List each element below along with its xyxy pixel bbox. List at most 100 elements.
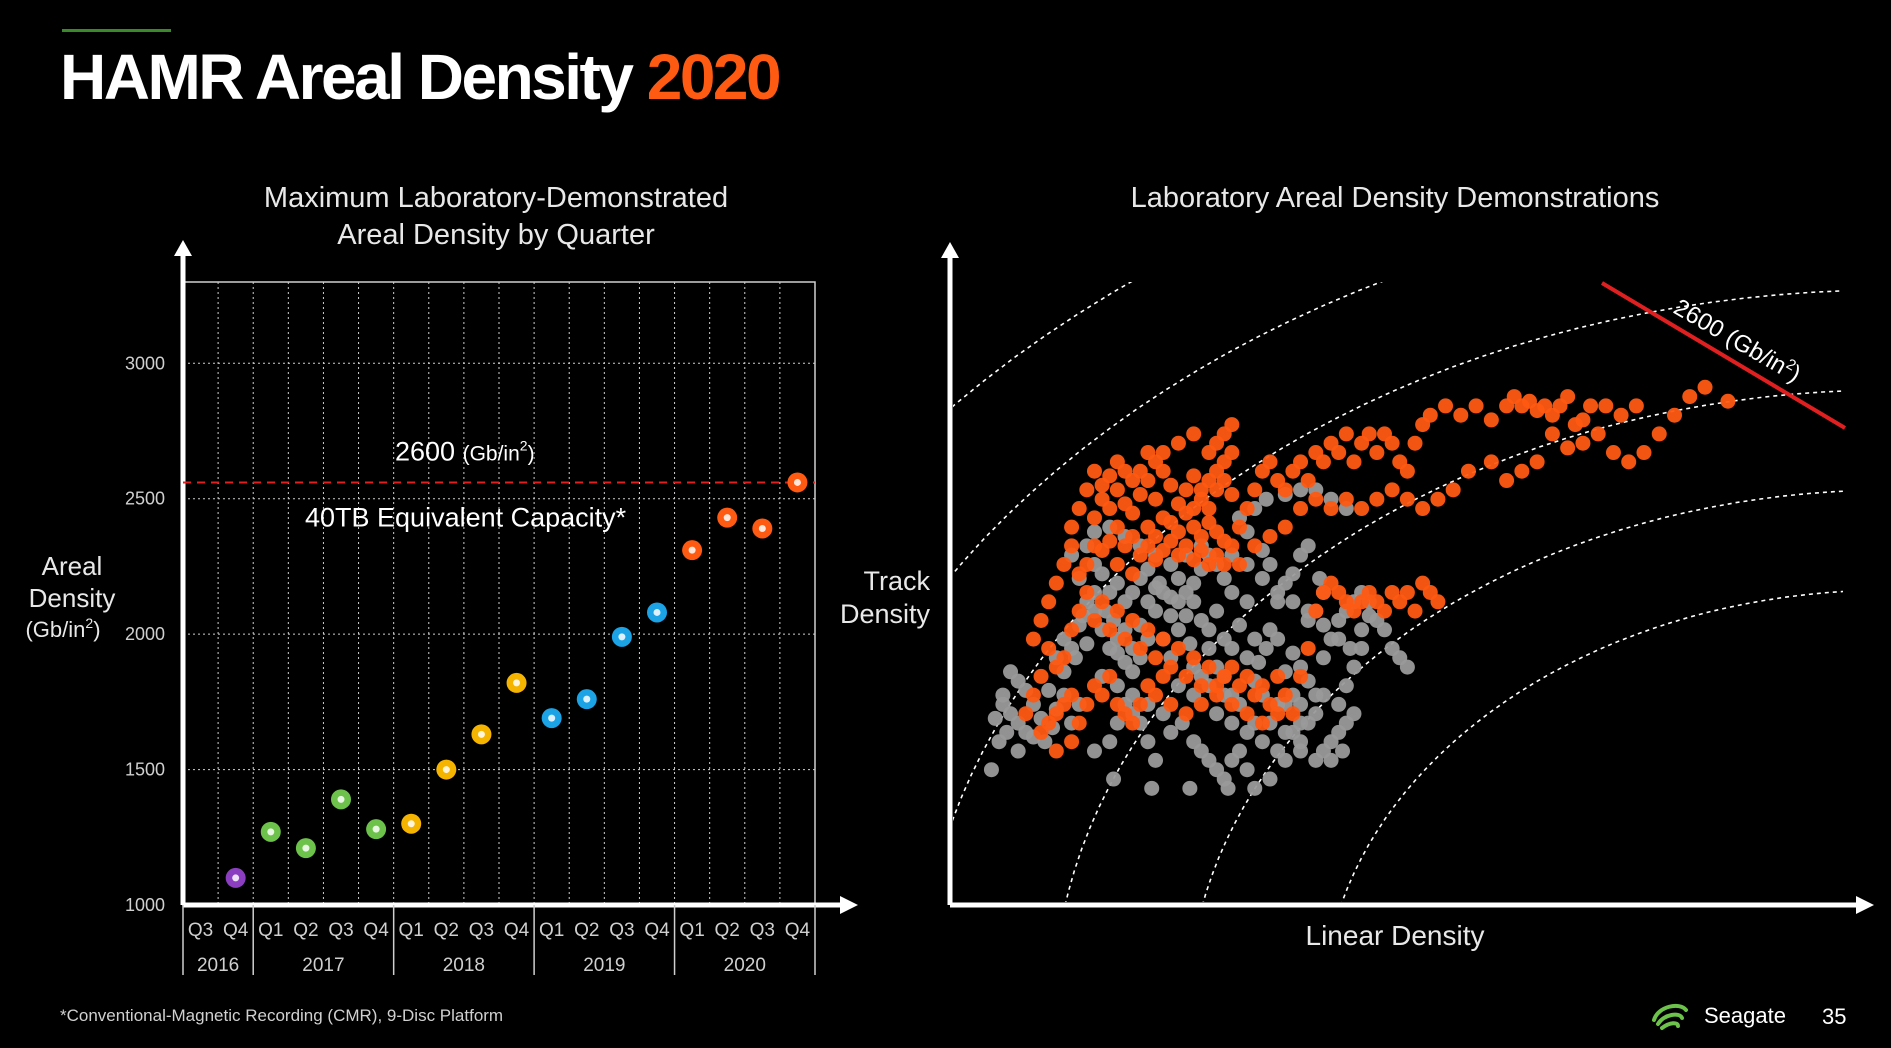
orange-data-point [1239, 706, 1255, 722]
gray-data-point [1163, 724, 1179, 740]
orange-data-point [1277, 687, 1293, 703]
gray-data-point [1148, 580, 1164, 596]
gray-data-point [1270, 743, 1286, 759]
gray-data-point [1010, 743, 1026, 759]
x-category-label: Q4 [363, 920, 389, 941]
point-highlight [758, 524, 766, 532]
orange-data-point [1071, 715, 1087, 731]
orange-data-point [1293, 454, 1309, 470]
orange-data-point [1186, 426, 1202, 442]
x-category-label: Q3 [750, 920, 775, 941]
gray-data-point [1106, 771, 1122, 787]
slide-title-main: HAMR Areal Density [60, 41, 634, 113]
orange-data-point [1048, 575, 1064, 591]
orange-data-point [1277, 482, 1293, 498]
density-contour [1341, 590, 1843, 902]
gray-data-point [1300, 715, 1316, 731]
orange-data-point [1262, 454, 1278, 470]
right-y-label-line: Track [864, 566, 931, 596]
orange-data-point [1041, 594, 1057, 610]
orange-data-point [1667, 407, 1683, 423]
orange-data-point [1178, 668, 1194, 684]
x-category-label: Q3 [469, 920, 494, 941]
gray-data-point [1258, 491, 1274, 507]
orange-data-point [1575, 435, 1591, 451]
orange-data-point [1354, 501, 1370, 517]
orange-data-point [1605, 445, 1621, 461]
orange-data-point [1247, 482, 1263, 498]
gray-data-point [1258, 640, 1274, 656]
orange-data-point [1193, 696, 1209, 712]
gray-data-point [1251, 654, 1267, 670]
orange-data-point [1170, 640, 1186, 656]
orange-data-point [1338, 491, 1354, 507]
gray-data-point [1354, 640, 1370, 656]
gray-data-point [1254, 734, 1270, 750]
orange-data-point [1163, 533, 1179, 549]
gray-data-point [1262, 556, 1278, 572]
orange-data-point [1682, 389, 1698, 405]
orange-data-point [1148, 491, 1164, 507]
orange-data-point [1270, 668, 1286, 684]
point-highlight [442, 766, 450, 774]
orange-data-point [1056, 650, 1072, 666]
density-contour [953, 290, 1843, 822]
orange-data-point [1094, 687, 1110, 703]
orange-data-point [1102, 668, 1118, 684]
year-label: 2019 [583, 955, 625, 976]
orange-data-point [1064, 519, 1080, 535]
orange-data-point [1422, 407, 1438, 423]
orange-data-point [1140, 622, 1156, 638]
orange-data-point [1094, 594, 1110, 610]
gray-data-point [1346, 659, 1362, 675]
gray-data-point [1086, 743, 1102, 759]
orange-data-point [1086, 510, 1102, 526]
orange-data-point [1399, 584, 1415, 600]
x-category-label: Q2 [293, 920, 318, 941]
quarter-data-point [506, 672, 527, 693]
point-highlight [723, 514, 731, 522]
year-label: 2020 [724, 955, 766, 976]
quarter-data-point [541, 708, 562, 729]
quarter-data-point [682, 540, 703, 561]
orange-data-point [1346, 454, 1362, 470]
year-label: 2017 [302, 955, 344, 976]
gray-data-point [1331, 696, 1347, 712]
x-category-label: Q3 [609, 920, 634, 941]
y-tick-label: 1000 [125, 895, 165, 915]
point-highlight [302, 844, 310, 852]
orange-data-point [1430, 594, 1446, 610]
orange-data-point [1018, 706, 1034, 722]
orange-data-point [1613, 407, 1629, 423]
orange-data-point [1186, 468, 1202, 484]
orange-data-point [1315, 454, 1331, 470]
orange-data-point [1094, 477, 1110, 493]
right-chart-title: Laboratory Areal Density Demonstrations [1131, 182, 1660, 214]
left-chart-axes [174, 240, 858, 914]
orange-data-point [1560, 440, 1576, 456]
point-highlight [477, 730, 485, 738]
gray-data-point [1224, 640, 1240, 656]
x-category-label: Q4 [504, 920, 530, 941]
point-highlight [337, 795, 345, 803]
orange-data-point [1231, 556, 1247, 572]
orange-data-point [1178, 482, 1194, 498]
orange-data-point [1407, 603, 1423, 619]
density-contour [953, 282, 1384, 575]
quarter-data-point [576, 689, 597, 710]
gray-data-point [1399, 659, 1415, 675]
orange-data-point [1285, 706, 1301, 722]
x-axis-arrow [840, 896, 858, 914]
quarter-data-point [752, 518, 773, 539]
gray-data-point [1182, 636, 1198, 652]
quarter-data-point [717, 507, 738, 528]
gray-data-point [1315, 743, 1331, 759]
orange-data-point [1125, 715, 1141, 731]
orange-data-point [1376, 603, 1392, 619]
orange-data-point [1300, 473, 1316, 489]
gray-data-point [1315, 617, 1331, 633]
orange-data-point [1231, 519, 1247, 535]
orange-data-point [1178, 706, 1194, 722]
